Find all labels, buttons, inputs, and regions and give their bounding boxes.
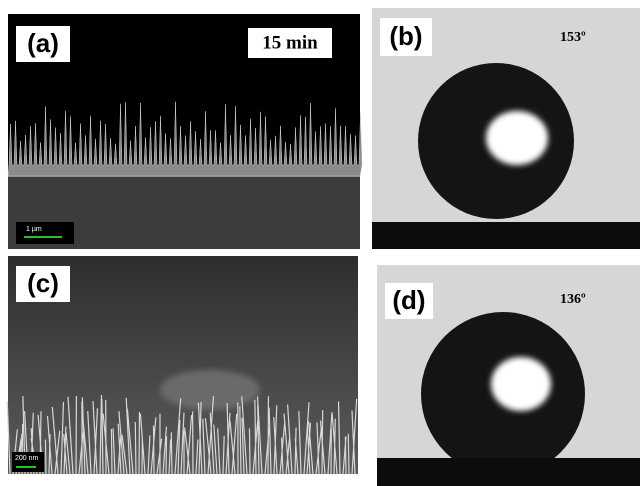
- surface: [372, 222, 640, 249]
- panel-b: (b) 153º: [372, 8, 640, 249]
- droplet-highlight: [486, 111, 548, 165]
- contact-angle: 136º: [560, 292, 586, 307]
- scale-bar-label: 1 µm: [26, 226, 42, 233]
- panel-c: (c) 200 nm: [7, 256, 358, 474]
- panel-a: (a) 15 min 1 µm: [8, 14, 362, 249]
- panel-label: (a): [27, 28, 59, 58]
- debris: [160, 370, 260, 410]
- surface: [377, 458, 640, 486]
- figure: (a) 15 min 1 µm (b) 153º (c) 200 nm (d) …: [0, 0, 640, 486]
- scale-bar-box: [16, 222, 74, 244]
- panel-label: (c): [27, 268, 59, 298]
- panel-label: (d): [392, 285, 425, 315]
- panel-d: (d) 136º: [377, 265, 640, 486]
- annotation: 15 min: [262, 32, 318, 53]
- scale-bar-label: 200 nm: [15, 455, 39, 462]
- droplet-highlight: [491, 357, 551, 411]
- contact-angle: 153º: [560, 30, 586, 45]
- panel-label: (b): [389, 21, 422, 51]
